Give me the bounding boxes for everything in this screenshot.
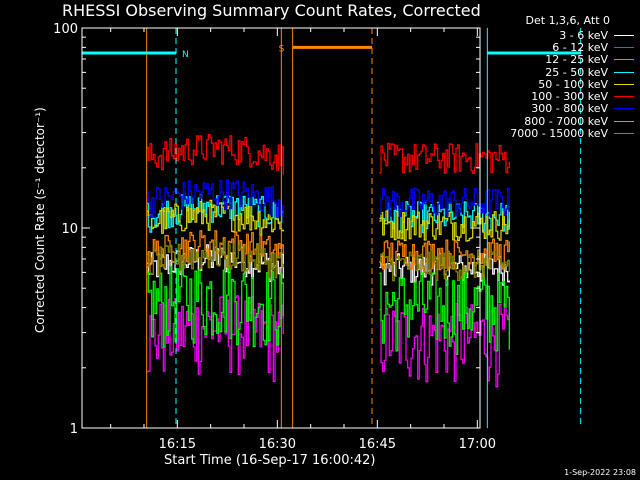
x-axis-label: Start Time (16-Sep-17 16:00:42)	[164, 453, 376, 468]
legend-label: 25 - 50 keV	[545, 65, 608, 79]
series-line-2-1	[379, 272, 510, 355]
series-line-4-0	[146, 199, 284, 236]
annotation-label-0: N	[182, 50, 189, 60]
legend-item: 12 - 25 keV	[484, 53, 634, 67]
axes-group: 1 10 100 16:15 16:30 16:45 17:00	[53, 22, 496, 452]
annotation-label-2: S	[279, 44, 285, 54]
legend-label: 6 - 12 keV	[552, 40, 608, 54]
legend-label: 7000 - 15000 keV	[510, 127, 608, 141]
legend-swatch	[614, 83, 634, 85]
y-tick-label: 100	[53, 22, 78, 37]
x-tick-label: 17:00	[459, 437, 496, 452]
legend-item: 25 - 50 keV	[484, 65, 634, 79]
legend-item: 300 - 800 keV	[484, 102, 634, 116]
series-line-5-1	[379, 142, 510, 174]
y-axis-label: Corrected Count Rate (s⁻¹ detector⁻¹)	[33, 107, 47, 333]
legend-label: 800 - 7000 keV	[524, 114, 608, 128]
legend-item: 6 - 12 keV	[484, 40, 634, 54]
legend-item: 100 - 300 keV	[484, 90, 634, 104]
legend-label: 12 - 25 keV	[545, 53, 608, 67]
legend: Det 1,3,6, Att 0 3 - 6 keV 6 - 12 keV 12 -…	[484, 14, 634, 140]
timestamp: 1-Sep-2022 23:08	[564, 468, 636, 477]
x-tick-label: 16:15	[159, 437, 196, 452]
legend-swatch	[614, 120, 634, 122]
series-line-6-0	[146, 179, 284, 218]
y-tick-label: 1	[70, 422, 78, 437]
legend-item: 7000 - 15000 keV	[484, 127, 634, 141]
legend-swatch	[614, 46, 634, 48]
series-line-2-0	[146, 264, 284, 348]
series-line-7-0	[146, 230, 284, 268]
legend-title: Det 1,3,6, Att 0	[525, 14, 610, 27]
legend-label: 300 - 800 keV	[531, 102, 608, 116]
legend-item: 800 - 7000 keV	[484, 114, 634, 128]
series-line-5-0	[146, 134, 284, 175]
legend-label: 100 - 300 keV	[531, 90, 608, 104]
legend-label: 50 - 100 keV	[538, 77, 608, 91]
y-tick-label: 10	[61, 222, 78, 237]
legend-swatch	[614, 34, 634, 36]
legend-swatch	[614, 133, 634, 135]
legend-item: 3 - 6 keV	[484, 28, 634, 42]
series-line-8-0	[146, 239, 284, 279]
legend-swatch	[614, 71, 634, 73]
x-tick-label: 16:30	[259, 437, 296, 452]
chart-title: RHESSI Observing Summary Count Rates, Co…	[62, 1, 481, 20]
x-tick-label: 16:45	[359, 437, 396, 452]
legend-item: 50 - 100 keV	[484, 77, 634, 91]
legend-swatch	[614, 59, 634, 61]
series-group	[146, 134, 510, 388]
legend-swatch	[614, 96, 634, 98]
legend-swatch	[614, 108, 634, 110]
legend-label: 3 - 6 keV	[559, 28, 608, 42]
